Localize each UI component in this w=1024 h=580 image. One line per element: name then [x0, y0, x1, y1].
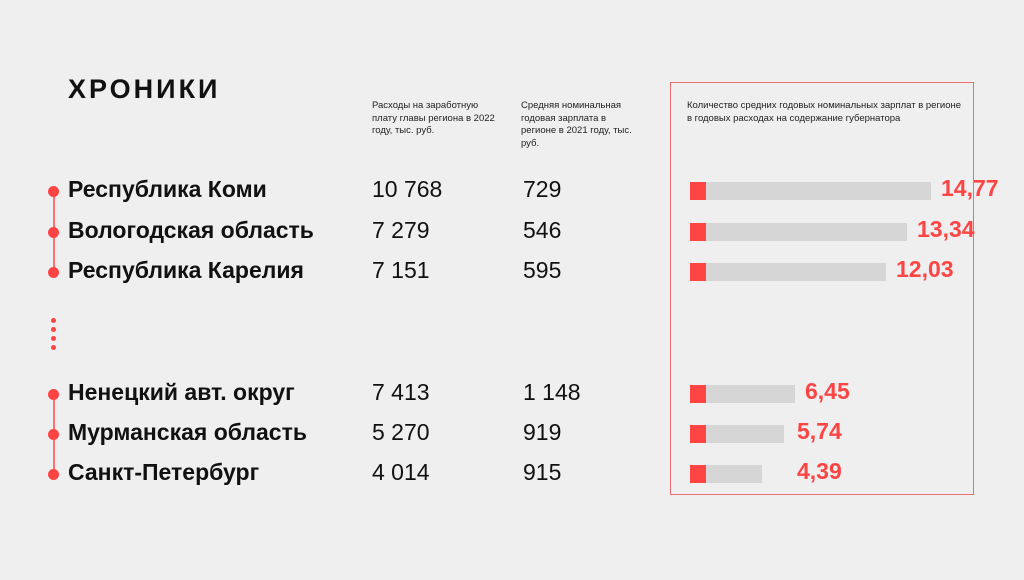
expense-value: 7 279	[372, 217, 430, 243]
timeline-dot	[48, 227, 59, 238]
expense-value: 5 270	[372, 419, 430, 445]
salary-value: 546	[523, 217, 562, 243]
salary-value: 919	[523, 419, 562, 445]
header-expense: Расходы на заработную плату главы регион…	[372, 100, 495, 136]
ellipsis-dot	[51, 327, 56, 332]
ratio-marker	[690, 223, 706, 241]
table-row: Республика Коми 10 768 729 14,77	[0, 170, 1024, 210]
ratio-marker	[690, 182, 706, 200]
salary-value: 1 148	[523, 379, 581, 405]
expense-value: 4 014	[372, 459, 430, 485]
timeline-dot	[48, 429, 59, 440]
table-row: Вологодская область 7 279 546 13,34	[0, 211, 1024, 251]
region-name: Санкт-Петербург	[68, 459, 260, 485]
expense-value: 7 151	[372, 257, 430, 283]
region-name: Мурманская область	[68, 419, 307, 445]
ellipsis-dot	[51, 345, 56, 350]
ratio-marker	[690, 465, 706, 483]
ratio-value: 6,45	[805, 378, 850, 404]
table-row: Санкт-Петербург 4 014 915 4,39	[0, 453, 1024, 493]
logo: ХРОНИКИ	[68, 74, 221, 104]
timeline-dot	[48, 389, 59, 400]
ellipsis-dot	[51, 336, 56, 341]
ratio-bar	[690, 182, 931, 200]
ratio-marker	[690, 385, 706, 403]
ratio-value: 5,74	[797, 418, 842, 444]
timeline-dot	[48, 186, 59, 197]
region-name: Вологодская область	[68, 217, 314, 243]
table-row: Ненецкий авт. округ 7 413 1 148 6,45	[0, 373, 1024, 413]
ratio-value: 13,34	[917, 216, 975, 242]
region-name: Ненецкий авт. округ	[68, 379, 295, 405]
header-salary: Средняя номинальная годовая зарплата в р…	[521, 100, 632, 149]
ratio-bar	[690, 223, 907, 241]
table-row: Республика Карелия 7 151 595 12,03	[0, 251, 1024, 291]
ratio-bar	[690, 263, 886, 281]
ratio-bar	[690, 385, 795, 403]
ratio-value: 12,03	[896, 256, 954, 282]
ratio-value: 14,77	[941, 175, 999, 201]
ratio-bar	[690, 425, 784, 443]
header-ratio: Количество средних годовых номинальных з…	[687, 100, 962, 124]
ratio-marker	[690, 425, 706, 443]
expense-value: 10 768	[372, 176, 443, 202]
timeline-dot	[48, 267, 59, 278]
ratio-bar	[690, 465, 762, 483]
ratio-marker	[690, 263, 706, 281]
ellipsis-dot	[51, 318, 56, 323]
salary-value: 595	[523, 257, 562, 283]
region-name: Республика Коми	[68, 176, 267, 202]
salary-value: 915	[523, 459, 562, 485]
timeline-dot	[48, 469, 59, 480]
highlight-box	[670, 82, 974, 495]
salary-value: 729	[523, 176, 562, 202]
ratio-value: 4,39	[797, 458, 842, 484]
table-row: Мурманская область 5 270 919 5,74	[0, 413, 1024, 453]
region-name: Республика Карелия	[68, 257, 304, 283]
expense-value: 7 413	[372, 379, 430, 405]
